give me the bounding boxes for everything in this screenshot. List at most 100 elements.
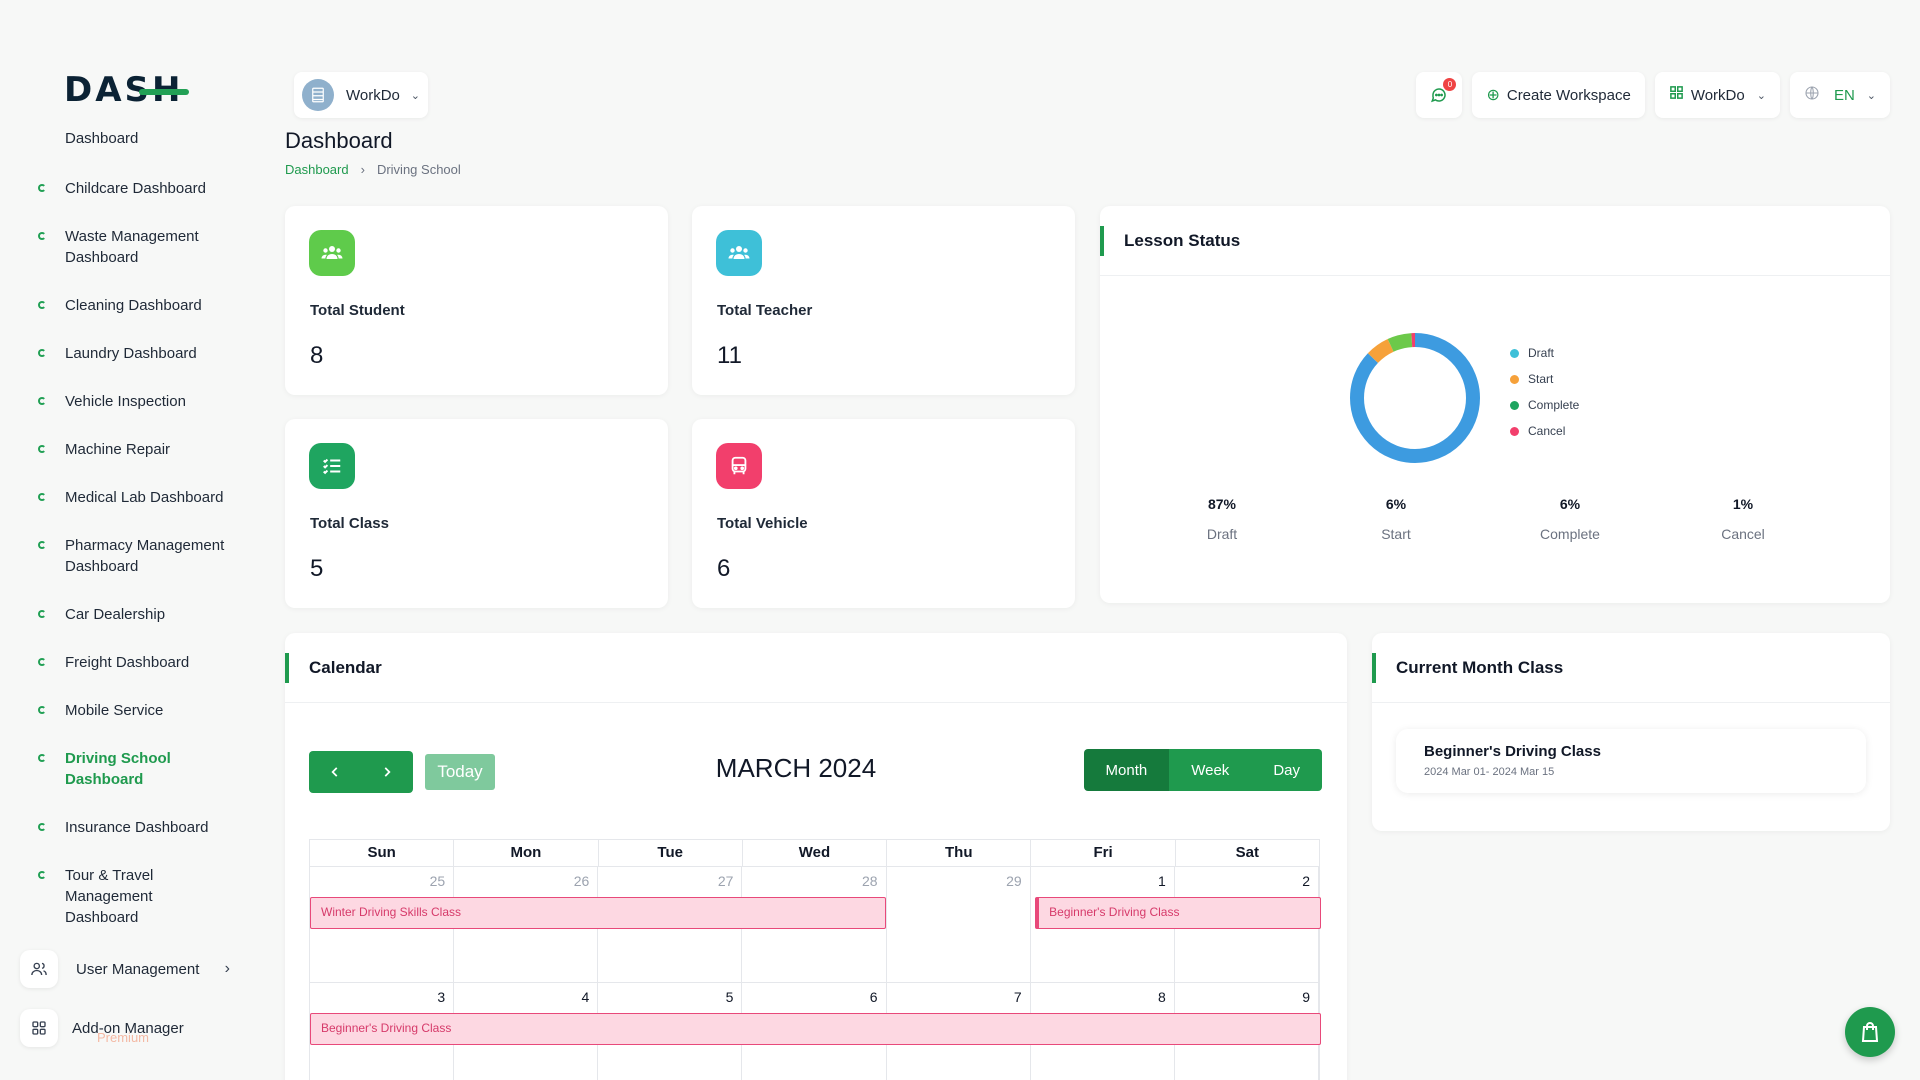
sidebar-item-label: Car Dealership — [65, 606, 166, 623]
sidebar-item[interactable]: Driving School Dashboard — [38, 748, 258, 790]
sidebar-item[interactable]: Medical Lab Dashboard — [38, 487, 258, 508]
bullet-icon — [38, 493, 46, 501]
day-number[interactable]: 25 — [429, 873, 446, 889]
sidebar-item-label: Pharmacy Management Dashboard — [65, 537, 225, 575]
sidebar-item-label: Machine Repair — [65, 441, 171, 458]
chevron-down-icon: ⌄ — [410, 89, 420, 102]
breadcrumb-home[interactable]: Dashboard — [285, 162, 349, 177]
sidebar-item[interactable]: Pharmacy Management Dashboard — [38, 535, 258, 577]
view-button-month[interactable]: Month — [1083, 749, 1170, 791]
day-number[interactable]: 29 — [1006, 873, 1022, 889]
day-number[interactable]: 2 — [1302, 873, 1310, 889]
dash-logo[interactable]: DASH — [64, 70, 190, 110]
users-icon — [20, 950, 58, 988]
calendar-card: Calendar Today MARCH 2024 Month Week Day S… — [285, 633, 1347, 1080]
sidebar-item[interactable]: Laundry Dashboard — [38, 343, 258, 364]
chevron-right-icon: › — [224, 960, 230, 977]
day-number[interactable]: 1 — [1158, 873, 1166, 889]
calendar-view-switcher: Month Week Day — [1083, 749, 1322, 791]
stat-value: 11 — [717, 342, 742, 369]
chevron-down-icon: ⌄ — [1866, 89, 1876, 102]
today-button[interactable]: Today — [425, 754, 495, 790]
apps-icon — [20, 1009, 58, 1047]
calendar-week-row: 3 4 5 6 7 8 9 Beginner's Driving Class — [309, 982, 1321, 1080]
sidebar-item-label: Laundry Dashboard — [65, 345, 197, 362]
sidebar-item[interactable]: Mobile Service — [38, 700, 258, 721]
view-button-day[interactable]: Day — [1251, 749, 1322, 791]
prev-month-button[interactable] — [309, 751, 361, 793]
calendar-event[interactable]: Beginner's Driving Class — [310, 1013, 1321, 1045]
day-number[interactable]: 27 — [717, 873, 734, 889]
legend-label: Start — [1528, 372, 1554, 386]
sidebar-item-label: Vehicle Inspection — [65, 393, 186, 410]
sidebar-item-label: Driving School Dashboard — [65, 750, 171, 788]
sidebar-item-dashboard[interactable]: Dashboard — [65, 130, 139, 147]
workspace-switcher[interactable]: WorkDo ⌄ — [294, 72, 428, 118]
weekday-label: Thu — [887, 840, 1032, 866]
day-number[interactable]: 9 — [1302, 989, 1310, 1005]
legend-item[interactable]: Cancel — [1510, 424, 1579, 438]
donut-slice-cancel[interactable] — [1350, 333, 1480, 463]
notification-badge: 0 — [1443, 78, 1457, 91]
stat-card-total-class: Total Class 5 — [285, 419, 668, 608]
legend-item[interactable]: Draft — [1510, 346, 1579, 360]
summary-item: 1% Cancel — [1683, 496, 1803, 542]
workspace-name: WorkDo — [346, 86, 400, 104]
user-management-label: User Management — [76, 960, 200, 978]
sidebar-user-management[interactable]: User Management › — [20, 950, 240, 988]
sidebar-item-label: Freight Dashboard — [65, 654, 190, 671]
weekday-label: Tue — [599, 840, 743, 866]
card-header: Lesson Status — [1100, 206, 1890, 276]
cart-button[interactable] — [1845, 1007, 1895, 1057]
sidebar-item[interactable]: Car Dealership — [38, 604, 258, 625]
day-number[interactable]: 7 — [1013, 989, 1022, 1005]
sidebar-item[interactable]: Freight Dashboard — [38, 652, 258, 673]
workspace-menu-button[interactable]: WorkDo ⌄ — [1654, 72, 1780, 118]
sidebar-item[interactable]: Childcare Dashboard — [38, 178, 258, 199]
view-button-week[interactable]: Week — [1169, 749, 1252, 791]
create-workspace-button[interactable]: ⊕ Create Workspace — [1472, 72, 1645, 118]
globe-icon — [1804, 85, 1820, 106]
logo-bar — [139, 89, 190, 95]
calendar-day-cell[interactable]: 28 — [742, 867, 887, 982]
sidebar-addon-manager[interactable]: Add-on Manager — [20, 1009, 240, 1047]
chat-button[interactable]: 0 — [1416, 72, 1463, 118]
language-selector[interactable]: EN ⌄ — [1789, 72, 1890, 118]
sidebar-item[interactable]: Insurance Dashboard — [38, 817, 258, 838]
sidebar-item[interactable]: Machine Repair — [38, 439, 258, 460]
summary-item: 87% Draft — [1162, 496, 1282, 542]
stat-label: Total Teacher — [717, 302, 813, 319]
summary-value: 6% — [1559, 496, 1581, 512]
stat-card-total-vehicle: Total Vehicle 6 — [692, 419, 1075, 608]
stat-label: Total Class — [310, 515, 389, 532]
stat-card-total-student: Total Student 8 — [285, 206, 668, 395]
legend-label: Complete — [1528, 398, 1580, 412]
legend-item[interactable]: Start — [1510, 372, 1579, 386]
day-number[interactable]: 5 — [725, 989, 734, 1005]
weekday-label: Sat — [1235, 844, 1259, 861]
summary-value: 1% — [1732, 496, 1754, 512]
day-number[interactable]: 6 — [869, 989, 878, 1005]
sidebar-item[interactable]: Vehicle Inspection — [38, 391, 258, 412]
day-number[interactable]: 4 — [581, 989, 590, 1005]
calendar-day-cell[interactable]: 29 — [887, 867, 1031, 982]
class-list-item[interactable]: Beginner's Driving Class 2024 Mar 01- 20… — [1396, 729, 1866, 793]
weekday-label: Sun — [310, 840, 455, 866]
calendar-event[interactable]: Beginner's Driving Class — [1035, 897, 1321, 929]
legend-dot-icon — [1510, 426, 1519, 436]
legend-item[interactable]: Complete — [1510, 398, 1579, 412]
class-name: Beginner's Driving Class — [1424, 743, 1601, 760]
day-number[interactable]: 28 — [861, 873, 878, 889]
day-number[interactable]: 3 — [437, 989, 446, 1005]
calendar-event[interactable]: Winter Driving Skills Class — [310, 897, 886, 929]
next-month-button[interactable] — [361, 751, 413, 793]
sidebar-item[interactable]: Cleaning Dashboard — [38, 295, 258, 316]
class-date: 2024 Mar 01- 2024 Mar 15 — [1424, 766, 1555, 778]
sidebar-item[interactable]: Waste Management Dashboard — [38, 226, 258, 268]
sidebar-item[interactable]: Tour & Travel Management Dashboard — [38, 865, 258, 928]
premium-tag: Premium — [97, 1030, 150, 1045]
stat-label: Total Student — [310, 302, 405, 319]
legend-dot-icon — [1510, 374, 1519, 384]
day-number[interactable]: 26 — [573, 873, 590, 889]
day-number[interactable]: 8 — [1158, 989, 1166, 1005]
